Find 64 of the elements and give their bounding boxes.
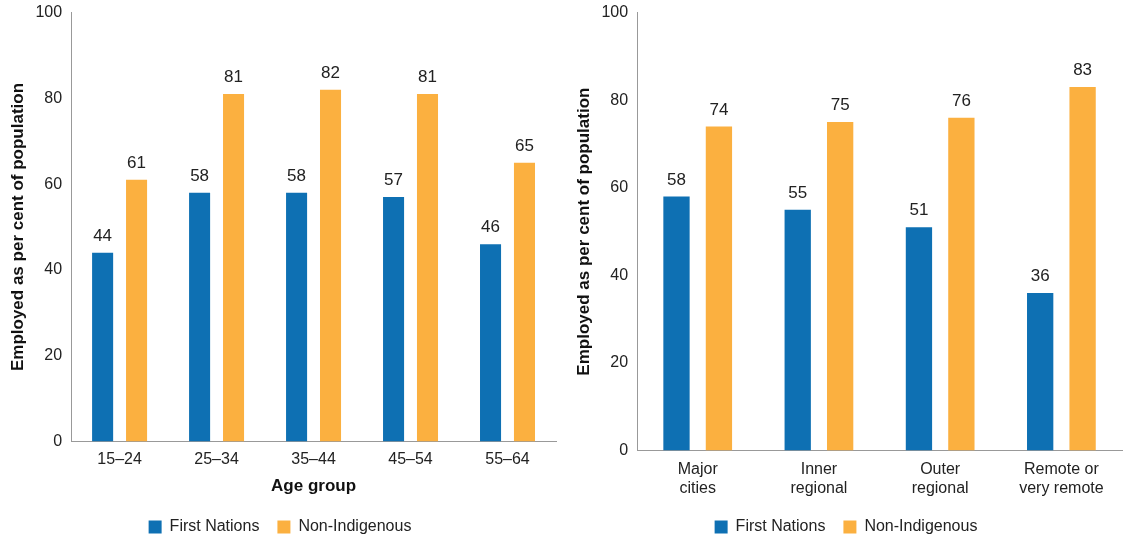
legend-label: Non-Indigenous <box>864 517 978 535</box>
data-label: 55 <box>788 182 808 202</box>
x-tick-label: Inner regional <box>790 459 848 496</box>
data-label: 81 <box>224 67 243 87</box>
data-label: 51 <box>909 200 929 220</box>
x-tick-label: Major cities <box>677 459 719 496</box>
y-tick-label: 40 <box>610 265 629 283</box>
data-label: 46 <box>481 217 500 237</box>
y-tick-label: 60 <box>44 174 63 192</box>
x-tick-label: 55–64 <box>485 450 530 468</box>
y-tick-label: 40 <box>44 260 63 278</box>
y-axis-title: Employed as per cent of population <box>573 87 593 376</box>
data-label: 82 <box>321 62 340 82</box>
y-tick-label: 0 <box>619 441 629 459</box>
x-tick-label: 15–24 <box>97 450 142 468</box>
bar <box>320 89 342 442</box>
bar <box>513 162 535 442</box>
bar <box>92 252 114 442</box>
data-label: 57 <box>384 170 404 190</box>
bar <box>223 94 245 442</box>
data-label: 75 <box>830 95 850 115</box>
y-tick-label: 80 <box>44 88 63 106</box>
x-tick-label: Remote or very remote <box>1019 459 1104 496</box>
bar <box>286 192 308 442</box>
data-label: 76 <box>951 90 971 110</box>
x-axis-title: Age group <box>271 476 357 496</box>
bar <box>1069 87 1096 451</box>
data-label: 58 <box>287 165 307 185</box>
y-tick-label: 100 <box>35 3 63 21</box>
bar <box>383 196 405 442</box>
data-label: 81 <box>418 67 437 87</box>
bar <box>189 192 211 442</box>
bar <box>1027 292 1054 451</box>
data-label: 83 <box>1073 60 1093 80</box>
bar <box>416 94 439 442</box>
x-tick-label: 35–44 <box>291 450 336 468</box>
bar <box>480 244 502 442</box>
y-tick-label: 20 <box>610 353 629 371</box>
bar <box>663 196 690 451</box>
y-tick-label: 60 <box>610 178 629 196</box>
legend-label: Non-Indigenous <box>298 517 412 535</box>
data-label: 61 <box>127 153 147 173</box>
y-axis-title: Employed as per cent of population <box>7 82 27 372</box>
bar <box>948 117 975 451</box>
bar <box>126 179 148 442</box>
y-tick-label: 80 <box>610 90 629 108</box>
data-label: 36 <box>1030 266 1050 286</box>
bar <box>784 209 811 451</box>
bar <box>827 122 854 451</box>
data-label: 74 <box>709 99 729 119</box>
y-tick-label: 100 <box>601 3 629 21</box>
data-label: 65 <box>515 135 534 155</box>
y-tick-label: 20 <box>44 346 63 364</box>
bar <box>905 227 933 451</box>
legend-label: First Nations <box>735 517 826 535</box>
data-label: 58 <box>190 165 210 185</box>
x-tick-label: 45–54 <box>388 450 433 468</box>
data-label: 58 <box>667 169 686 189</box>
y-tick-label: 0 <box>53 431 63 449</box>
x-tick-label: Outer regional <box>911 459 969 496</box>
data-label: 44 <box>93 225 113 245</box>
legend-label: First Nations <box>169 517 260 535</box>
x-tick-label: 25–34 <box>194 450 239 468</box>
bar <box>705 126 733 451</box>
